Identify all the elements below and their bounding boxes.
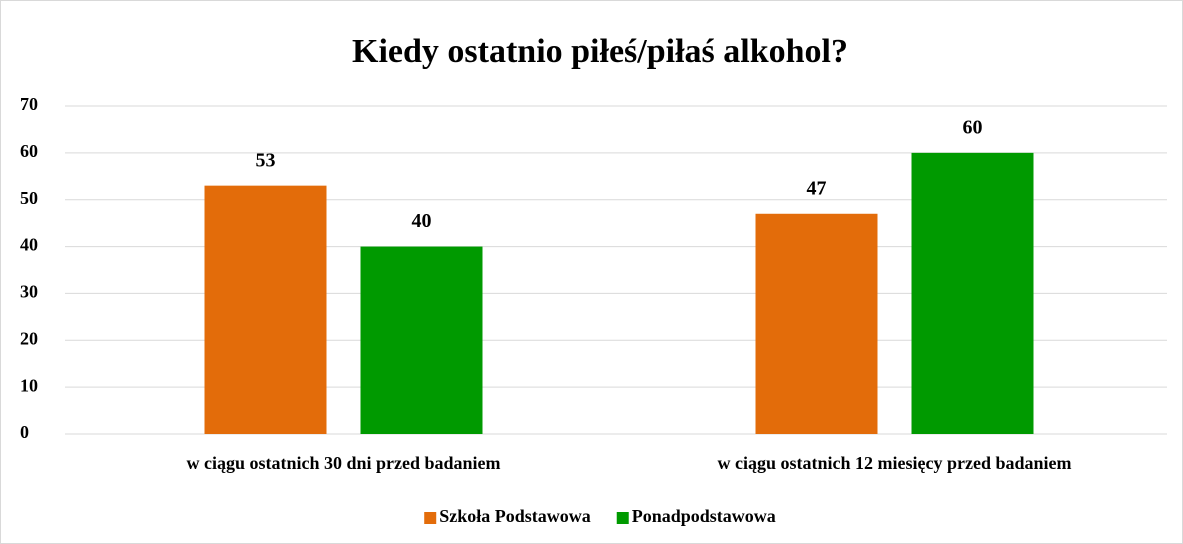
data-label: 40 (412, 210, 432, 232)
data-label: 60 (963, 116, 983, 138)
bar (911, 152, 1034, 434)
y-tick-label: 60 (20, 141, 38, 161)
chart-title: Kiedy ostatnio piłeś/piłaś alkohol? (352, 33, 848, 70)
y-tick-label: 30 (20, 282, 38, 302)
y-tick-label: 20 (20, 328, 38, 348)
legend-label: Ponadpodstawowa (632, 506, 776, 526)
y-tick-label: 10 (20, 375, 38, 395)
bar (204, 185, 327, 434)
y-tick-label: 40 (20, 235, 38, 255)
x-tick-label: w ciągu ostatnich 12 miesięcy przed bada… (718, 453, 1072, 473)
y-tick-label: 0 (20, 422, 29, 442)
x-tick-label: w ciągu ostatnich 30 dni przed badaniem (186, 453, 500, 473)
bar (755, 213, 878, 434)
bar (360, 246, 483, 434)
legend-swatch (424, 512, 437, 524)
legend-swatch (616, 512, 629, 524)
data-label: 47 (807, 177, 827, 199)
y-tick-label: 50 (20, 188, 38, 208)
y-tick-label: 70 (20, 94, 38, 114)
legend-label: Szkoła Podstawowa (439, 506, 591, 526)
data-label: 53 (256, 149, 276, 171)
